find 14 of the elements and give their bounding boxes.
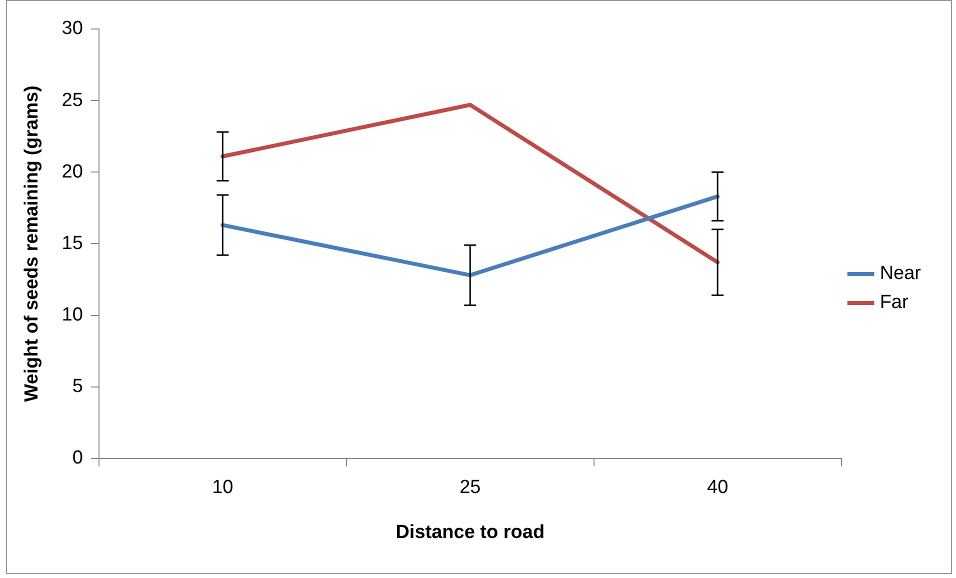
y-tick-label: 10 — [62, 304, 83, 326]
x-tick-label: 25 — [460, 477, 481, 498]
y-axis-title: Weight of seeds remaining (grams) — [22, 86, 43, 402]
x-axis-title: Distance to road — [396, 522, 545, 543]
y-tick-label: 20 — [62, 161, 83, 182]
legend-label: Far — [880, 292, 909, 314]
x-tick-label: 10 — [212, 477, 234, 498]
y-tick-label: 30 — [62, 18, 83, 40]
legend-label: Near — [880, 263, 922, 284]
y-tick-label: 25 — [62, 90, 83, 111]
y-tick-label: 5 — [72, 376, 83, 398]
x-tick-label: 40 — [707, 477, 728, 498]
y-tick-label: 0 — [72, 448, 83, 469]
y-tick-label: 15 — [62, 232, 83, 254]
